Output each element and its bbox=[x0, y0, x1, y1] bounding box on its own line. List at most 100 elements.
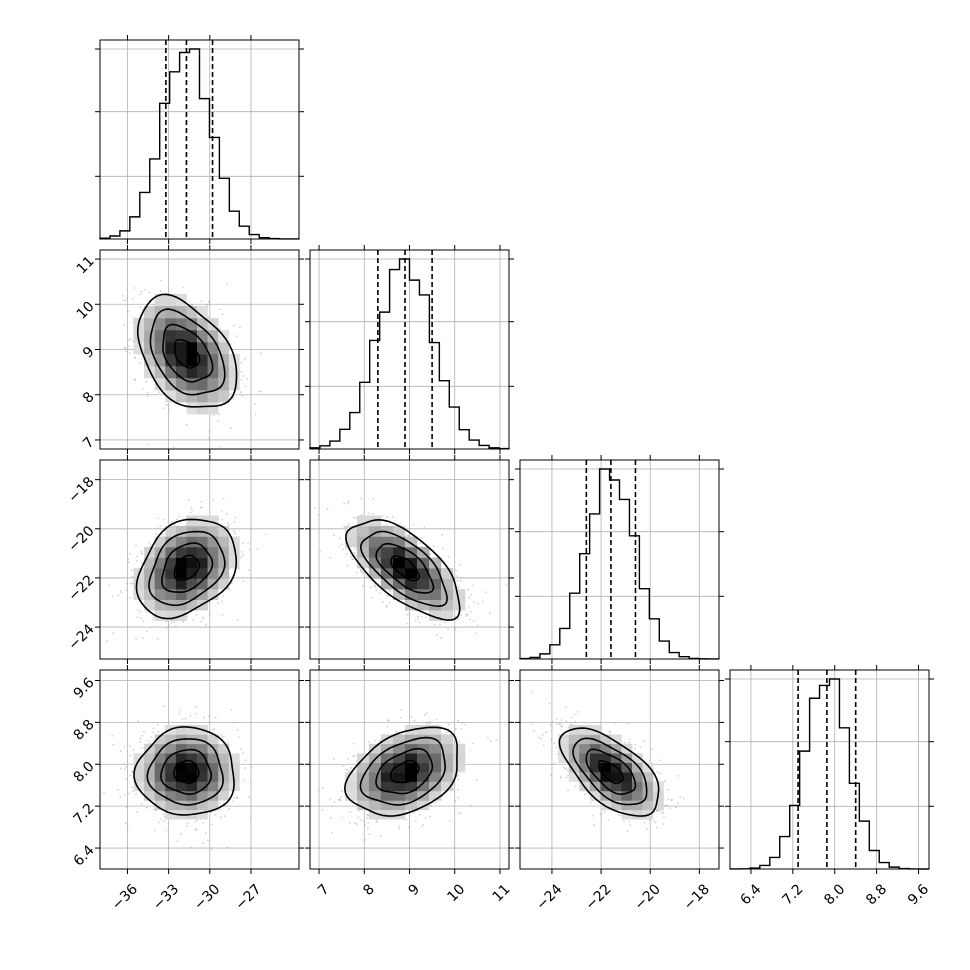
sample-point bbox=[355, 555, 358, 557]
sample-point bbox=[210, 811, 212, 814]
sample-point bbox=[356, 823, 358, 826]
sample-point bbox=[220, 518, 223, 521]
sample-point bbox=[212, 498, 215, 501]
density-cell bbox=[144, 354, 155, 367]
sample-point bbox=[186, 822, 189, 824]
sample-point bbox=[147, 443, 150, 446]
sample-point bbox=[146, 395, 149, 397]
density-cell bbox=[154, 342, 166, 355]
sample-point bbox=[352, 742, 355, 745]
sample-point bbox=[179, 832, 182, 835]
density-cell bbox=[186, 306, 198, 319]
sample-point bbox=[111, 595, 114, 597]
sample-point bbox=[236, 619, 239, 622]
density-cell bbox=[175, 800, 187, 811]
sample-point bbox=[341, 543, 344, 546]
sample-point bbox=[436, 633, 438, 636]
density-cell bbox=[144, 599, 155, 611]
contour-level bbox=[173, 554, 201, 581]
density-cell bbox=[218, 762, 230, 773]
sample-point bbox=[162, 518, 165, 521]
density-cell bbox=[186, 589, 198, 600]
sample-point bbox=[127, 310, 129, 313]
sample-point bbox=[464, 723, 467, 726]
contour-level bbox=[375, 542, 435, 594]
density-cell bbox=[344, 536, 358, 548]
sample-point bbox=[181, 718, 184, 721]
sample-point bbox=[202, 617, 205, 620]
density-cell bbox=[186, 536, 198, 548]
density-cell bbox=[368, 557, 382, 569]
sample-point bbox=[423, 526, 426, 528]
density-cell bbox=[197, 366, 208, 379]
contour-level bbox=[345, 518, 461, 621]
sample-point bbox=[406, 622, 409, 625]
sample-point bbox=[374, 740, 376, 742]
density-cell bbox=[175, 366, 187, 379]
density-cell bbox=[197, 354, 208, 367]
sample-point bbox=[241, 394, 243, 397]
sample-point bbox=[457, 774, 460, 776]
density-cell bbox=[218, 791, 230, 801]
sample-point bbox=[179, 709, 182, 712]
density-cell bbox=[186, 599, 198, 611]
sample-point bbox=[414, 820, 417, 822]
sample-point bbox=[152, 303, 155, 306]
density-cell bbox=[207, 342, 219, 355]
density-cell bbox=[380, 568, 394, 579]
sample-point bbox=[385, 606, 388, 608]
sample-point bbox=[163, 705, 166, 707]
density-cell bbox=[356, 547, 370, 558]
histogram-step bbox=[519, 468, 720, 660]
sample-point bbox=[173, 446, 175, 449]
sample-point bbox=[165, 621, 168, 624]
sample-point bbox=[347, 769, 349, 772]
sample-point bbox=[162, 820, 165, 822]
sample-point bbox=[364, 839, 367, 841]
sample-point bbox=[217, 602, 219, 605]
sample-point bbox=[242, 779, 245, 782]
sample-point bbox=[122, 299, 125, 302]
density-cell bbox=[175, 725, 187, 735]
sample-point bbox=[131, 575, 134, 578]
sample-point bbox=[218, 327, 221, 330]
sample-point bbox=[156, 637, 159, 640]
sample-point bbox=[236, 797, 239, 800]
sample-point bbox=[454, 800, 457, 802]
sample-point bbox=[453, 783, 455, 786]
sample-point bbox=[220, 733, 223, 736]
sample-point bbox=[429, 552, 431, 555]
sample-point bbox=[345, 553, 348, 555]
density-cell bbox=[186, 318, 198, 331]
sample-point bbox=[204, 832, 207, 835]
density-cell bbox=[144, 342, 155, 355]
sample-point bbox=[134, 379, 136, 382]
density-cell bbox=[441, 568, 454, 579]
density-cell bbox=[175, 762, 187, 773]
sample-point bbox=[388, 589, 391, 592]
density-cell bbox=[186, 342, 198, 355]
contour-level bbox=[148, 530, 226, 607]
sample-point bbox=[167, 624, 170, 627]
sample-point bbox=[353, 754, 356, 757]
density-cell bbox=[186, 772, 198, 782]
sample-point bbox=[476, 624, 479, 627]
density-cell bbox=[165, 568, 177, 579]
density-cell bbox=[154, 800, 166, 811]
sample-point bbox=[365, 575, 368, 577]
density-cell bbox=[144, 772, 155, 782]
sample-point bbox=[208, 602, 211, 605]
sample-point bbox=[355, 769, 358, 772]
sample-point bbox=[347, 500, 350, 503]
density-cell bbox=[175, 526, 187, 537]
sample-point bbox=[399, 716, 402, 719]
density-cell bbox=[197, 330, 208, 343]
sample-point bbox=[354, 517, 357, 519]
sample-point bbox=[457, 812, 460, 815]
density-cell bbox=[393, 578, 406, 590]
density-cell bbox=[154, 378, 166, 391]
sample-point bbox=[375, 821, 378, 823]
density-cell bbox=[165, 526, 177, 537]
density-cell bbox=[405, 536, 418, 548]
sample-point bbox=[472, 619, 475, 622]
